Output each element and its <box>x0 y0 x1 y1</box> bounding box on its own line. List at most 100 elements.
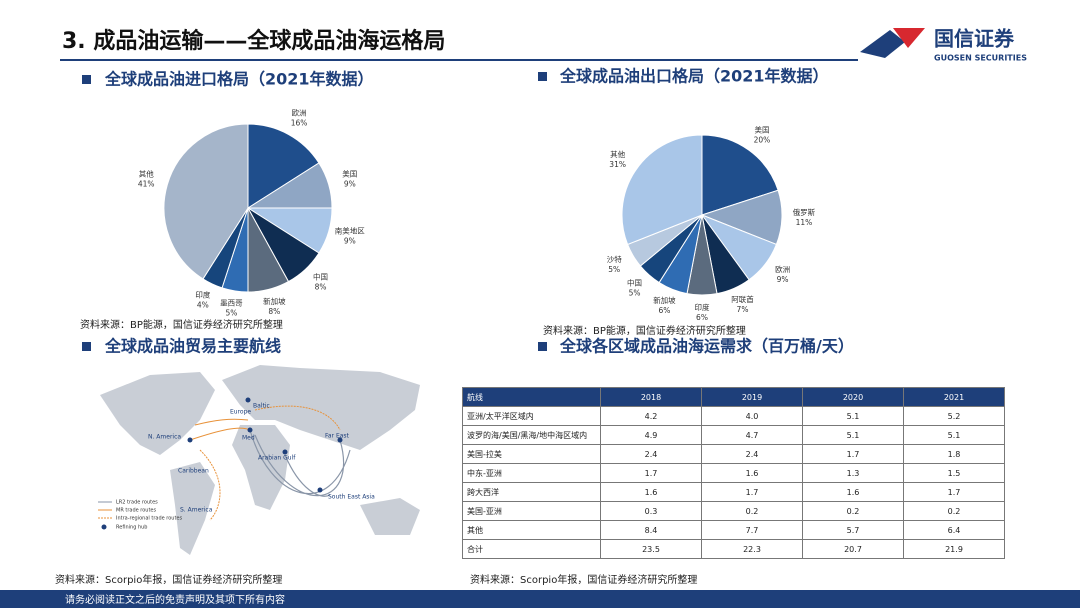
map-legend: MR trade routes <box>116 508 157 514</box>
table-cell: 合计 <box>462 539 601 559</box>
column-header: 2019 <box>701 387 803 407</box>
map-label: S. America <box>180 507 213 514</box>
section-heading: 全球成品油出口格局（2021年数据） <box>559 67 829 86</box>
table-cell: 中东-亚洲 <box>462 463 601 483</box>
map-legend: LR2 trade routes <box>116 500 158 506</box>
table-row: 其他 8.4 7.7 5.7 6.4 <box>462 520 1005 540</box>
pie-value-label: 5% <box>629 289 641 298</box>
table-cell: 21.9 <box>903 539 1005 559</box>
source-note: 资料来源：Scorpio年报，国信证券经济研究所整理 <box>470 573 697 586</box>
pie-value-label: 11% <box>796 218 813 227</box>
pie-value-label: 41% <box>138 180 155 189</box>
pie-value-label: 5% <box>608 265 620 274</box>
map-label: N. America <box>148 434 181 441</box>
pie-label: 其他 <box>139 169 154 179</box>
table-header: 航线 2018 2019 2020 2021 <box>462 387 1005 407</box>
pie-label: 美国 <box>342 169 357 179</box>
slide-title: 3. 成品油运输——全球成品油海运格局 <box>62 28 445 54</box>
pie-label: 阿联酋 <box>731 294 754 304</box>
table-row: 美国-拉美 2.4 2.4 1.7 1.8 <box>462 444 1005 464</box>
map-label: Med <box>242 435 255 442</box>
table-row: 美国-亚洲 0.3 0.2 0.2 0.2 <box>462 501 1005 521</box>
bullet <box>82 342 91 351</box>
pie-label: 新加坡 <box>653 295 676 305</box>
map-label: Arabian Gulf <box>258 455 296 462</box>
section-heading: 全球各区域成品油海运需求（百万桶/天） <box>559 337 854 356</box>
table-cell: 美国-亚洲 <box>462 501 601 521</box>
pie-label: 欧洲 <box>292 108 307 118</box>
footer-disclaimer: 请务必阅读正文之后的免责声明及其项下所有内容 <box>65 593 285 606</box>
table-cell: 跨大西洋 <box>462 482 601 502</box>
source-note: 资料来源：BP能源，国信证券经济研究所整理 <box>80 318 283 331</box>
table-row: 波罗的海/美国/黑海/地中海区域内 4.9 4.7 5.1 5.1 <box>462 425 1005 445</box>
column-header: 2021 <box>903 387 1005 407</box>
logo-subtitle: GUOSEN SECURITIES <box>934 54 1027 63</box>
table-cell: 1.6 <box>802 482 904 502</box>
map-label: South East Asia <box>328 494 375 501</box>
pie-slice <box>701 134 779 216</box>
table-row: 中东-亚洲 1.7 1.6 1.3 1.5 <box>462 463 1005 483</box>
table-row: 跨大西洋 1.6 1.7 1.6 1.7 <box>462 482 1005 502</box>
pie-value-label: 16% <box>291 119 308 128</box>
pie-slice <box>247 123 320 209</box>
table-cell: 23.5 <box>600 539 702 559</box>
section-heading: 全球成品油进口格局（2021年数据） <box>104 70 374 89</box>
map-label: Europe <box>230 409 251 416</box>
pie-label: 沙特 <box>607 254 622 264</box>
pie-value-label: 9% <box>344 180 356 189</box>
table-cell: 5.2 <box>903 406 1005 426</box>
table-cell: 1.8 <box>903 444 1005 464</box>
bullet <box>538 72 547 81</box>
table-cell: 5.1 <box>802 425 904 445</box>
table-cell: 1.6 <box>600 482 702 502</box>
table-cell: 0.2 <box>802 501 904 521</box>
table-cell: 0.3 <box>600 501 702 521</box>
pie-label: 墨西哥 <box>220 299 243 308</box>
pie-slice <box>621 134 703 246</box>
pie-value-label: 8% <box>315 282 327 291</box>
table-cell: 1.5 <box>903 463 1005 483</box>
pie-label: 其他 <box>610 149 625 159</box>
table-row: 合计 23.5 22.3 20.7 21.9 <box>462 539 1005 559</box>
table-cell: 6.4 <box>903 520 1005 540</box>
logo-name: 国信证券 <box>934 27 1015 51</box>
map-label: Far East <box>325 433 350 440</box>
bullet <box>82 75 91 84</box>
table-cell: 5.1 <box>802 406 904 426</box>
pie-value-label: 6% <box>658 306 670 315</box>
pie-label: 欧洲 <box>775 264 790 274</box>
pie-label: 南美地区 <box>335 225 365 235</box>
pie-label: 俄罗斯 <box>793 207 816 217</box>
footer-bar <box>0 590 1080 608</box>
table-cell: 2.4 <box>701 444 803 464</box>
demand-table: 航线 2018 2019 2020 2021 亚洲/太平洋区域内 4.2 4.0 5.1 5.2… <box>462 387 1005 559</box>
table-cell: 20.7 <box>802 539 904 559</box>
column-header: 2018 <box>600 387 702 407</box>
world-map: Baltic Europe Med Arabian Gulf Far East … <box>90 360 460 570</box>
logo-mark <box>860 30 905 58</box>
table-cell: 8.4 <box>600 520 702 540</box>
table-cell: 0.2 <box>903 501 1005 521</box>
table-cell: 7.7 <box>701 520 803 540</box>
table-cell: 1.7 <box>802 444 904 464</box>
table-body: 亚洲/太平洋区域内 4.2 4.0 5.1 5.2 波罗的海/美国/黑海/地中海区域内 4.… <box>462 406 1005 559</box>
bullet <box>538 342 547 351</box>
table-cell: 1.3 <box>802 463 904 483</box>
table-cell: 美国-拉美 <box>462 444 601 464</box>
pie-value-label: 9% <box>777 275 789 284</box>
pie-value-label: 4% <box>197 300 209 309</box>
pie-label: 印度 <box>195 289 210 299</box>
table-cell: 22.3 <box>701 539 803 559</box>
table-cell: 4.7 <box>701 425 803 445</box>
pie-label: 中国 <box>313 271 328 281</box>
map-legend: Refining hub <box>116 525 147 531</box>
pie-value-label: 5% <box>225 309 237 318</box>
table-cell: 1.7 <box>701 482 803 502</box>
map-label: Baltic <box>253 403 270 410</box>
pie-label: 印度 <box>695 302 710 312</box>
pie-value-label: 8% <box>268 307 280 316</box>
map-label: Caribbean <box>178 468 209 475</box>
table-cell: 0.2 <box>701 501 803 521</box>
